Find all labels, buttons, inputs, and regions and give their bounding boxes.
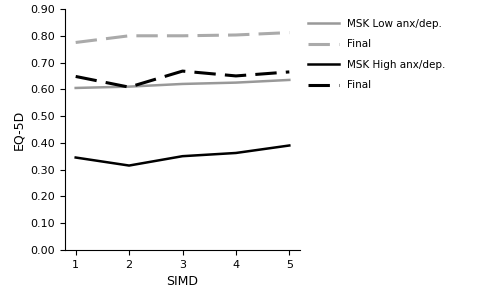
Y-axis label: EQ-5D: EQ-5D [12, 109, 25, 150]
X-axis label: SIMD: SIMD [166, 275, 198, 288]
Legend: MSK Low anx/dep., Final, MSK High anx/dep., Final: MSK Low anx/dep., Final, MSK High anx/de… [308, 19, 446, 90]
